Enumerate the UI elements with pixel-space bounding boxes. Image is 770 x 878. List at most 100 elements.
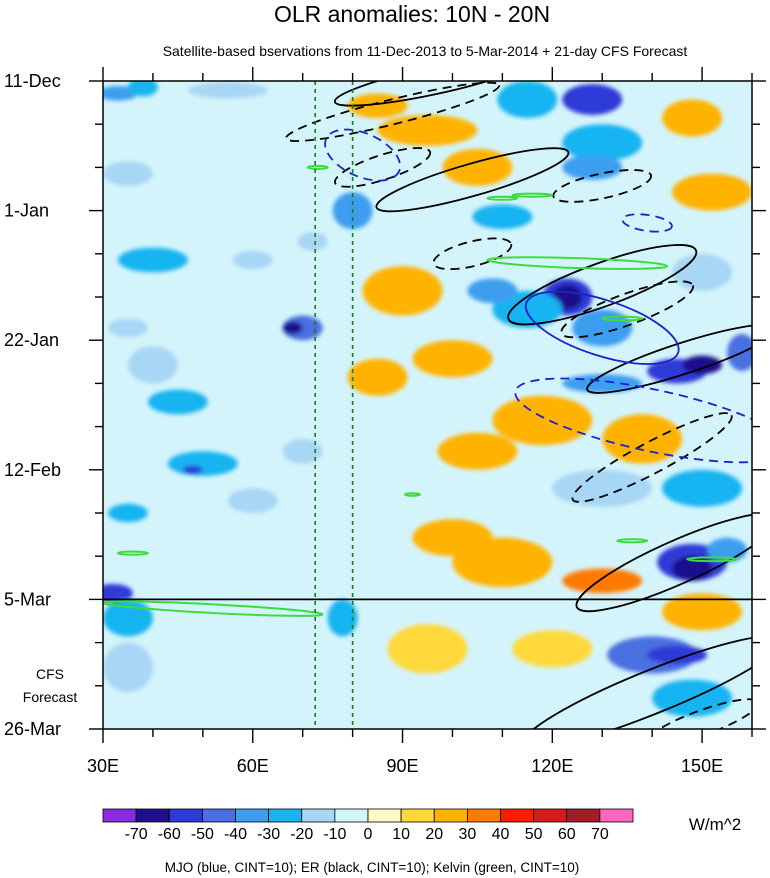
colorbar-label-4: -30	[257, 826, 280, 843]
anomaly-blob-40	[182, 465, 203, 475]
colorbar-label-1: -60	[158, 826, 181, 843]
anomaly-blob-34	[147, 389, 208, 415]
er-contour-7	[560, 280, 694, 339]
anomaly-blob-30	[362, 266, 443, 316]
y-tick-label-1: 1-Jan	[4, 201, 49, 221]
anomaly-blob-5	[442, 148, 513, 186]
colorbar-swatch-4	[235, 808, 270, 823]
anomaly-blob-52	[103, 583, 133, 603]
colorbar-unit: W/m^2	[689, 815, 741, 834]
x-tick-label-1: 60E	[237, 756, 269, 776]
colorbar-label-5: -20	[290, 826, 313, 843]
kelvin-contour-17	[486, 256, 669, 270]
colorbar-swatch-8	[367, 808, 402, 823]
kelvin-contour-26	[616, 538, 649, 544]
er-contour-12	[644, 698, 752, 729]
anomaly-blob-7	[497, 81, 558, 119]
anomaly-blob-16	[117, 247, 188, 273]
colorbar-label-10: 30	[458, 826, 476, 843]
colorbar-label-0: -70	[125, 826, 148, 843]
y-axis: 11-Dec 1-Jan 22-Jan 12-Feb 5-Mar 26-Mar	[4, 71, 766, 739]
y-tick-label-0: 11-Dec	[4, 71, 61, 91]
colorbar: -70 -60 -50 -40 -30 -20 -10 0 10 20 30 40 50 60 70	[102, 808, 634, 843]
colorbar-swatch-0	[102, 808, 137, 823]
colorbar-swatch-11	[466, 808, 501, 823]
er-contour-6	[507, 244, 698, 326]
kelvin-contour-19	[601, 315, 644, 322]
y-tick-label-4: 5-Mar	[4, 589, 51, 609]
anomaly-blob-9	[562, 124, 643, 162]
colorbar-swatch-7	[334, 808, 369, 823]
mjo-contour-14	[621, 213, 673, 233]
er-contour-3	[375, 147, 570, 213]
anomaly-blob-44	[552, 469, 653, 507]
anomaly-blob-15	[297, 232, 328, 251]
plot-background	[103, 81, 752, 729]
colorbar-label-3: -40	[224, 826, 247, 843]
x-axis: 30E 60E 90E 120E 150E	[87, 67, 753, 776]
colorbar-swatch-5	[268, 808, 303, 823]
anomaly-blob-55	[327, 599, 358, 637]
anomaly-blob-39	[167, 451, 238, 476]
kelvin-contour-25	[116, 550, 149, 556]
anomaly-blob-38	[437, 432, 518, 470]
anomaly-blob-19	[282, 321, 303, 335]
er-contour-0	[333, 81, 532, 107]
chart-title: OLR anomalies: 10N - 20N	[274, 1, 550, 27]
plot-frame	[102, 80, 753, 730]
wave-contours	[103, 81, 752, 729]
anomaly-blob-61	[387, 624, 468, 674]
colorbar-swatch-10	[433, 808, 468, 823]
y-tick-label-2: 22-Jan	[4, 330, 59, 350]
anomaly-field	[103, 81, 752, 717]
anomaly-blob-32	[347, 358, 408, 396]
anomaly-blob-27	[562, 374, 643, 393]
colorbar-swatch-2	[168, 808, 203, 823]
colorbar-label-9: 20	[425, 826, 443, 843]
anomaly-blob-29	[672, 253, 733, 291]
plot-area	[102, 80, 753, 730]
kelvin-contour-24	[404, 492, 422, 497]
x-tick-label-4: 150E	[681, 756, 723, 776]
colorbar-swatch-15	[599, 808, 634, 823]
colorbar-swatch-3	[201, 808, 236, 823]
colorbar-swatch-9	[400, 808, 435, 823]
er-contour-4	[552, 169, 653, 203]
anomaly-blob-26	[682, 355, 723, 375]
anomaly-blob-57	[647, 645, 708, 665]
colorbar-swatch-13	[533, 808, 568, 823]
anomaly-blob-36	[492, 395, 593, 446]
anomaly-blob-54	[103, 642, 153, 692]
anomaly-blob-4	[377, 114, 478, 146]
colorbar-swatch-14	[566, 808, 601, 823]
anomaly-blob-2	[187, 82, 268, 99]
anomaly-blob-31	[412, 340, 493, 378]
y-tick-label-5: 26-Mar	[4, 719, 61, 739]
anomaly-blob-37	[602, 414, 683, 464]
y-tick-label-3: 12-Feb	[4, 460, 61, 480]
anomaly-blob-8	[562, 84, 623, 115]
forecast-label-line-2: Forecast	[23, 689, 78, 705]
colorbar-swatch-6	[301, 808, 336, 823]
anomaly-blob-43	[107, 503, 148, 523]
kelvin-contour-23	[486, 195, 519, 201]
x-tick-label-2: 90E	[387, 756, 419, 776]
x-tick-label-3: 120E	[531, 756, 573, 776]
colorbar-label-8: 10	[392, 826, 410, 843]
anomaly-blob-12	[672, 173, 752, 211]
anomaly-blob-17	[232, 250, 273, 270]
kelvin-contour-21	[306, 164, 329, 170]
anomaly-blob-49	[562, 568, 643, 594]
anomaly-blob-35	[107, 318, 148, 338]
reference-lines	[314, 81, 354, 729]
anomaly-blob-23	[467, 278, 518, 304]
er-contour-10	[575, 512, 752, 613]
er-contour-1	[285, 81, 501, 142]
er-contour-9	[571, 412, 733, 503]
anomaly-blob-45	[662, 469, 743, 507]
anomaly-blob-59	[512, 630, 593, 668]
mjo-contour-15	[524, 290, 680, 365]
colorbar-label-6: -10	[323, 826, 346, 843]
anomaly-blob-51	[412, 519, 493, 557]
